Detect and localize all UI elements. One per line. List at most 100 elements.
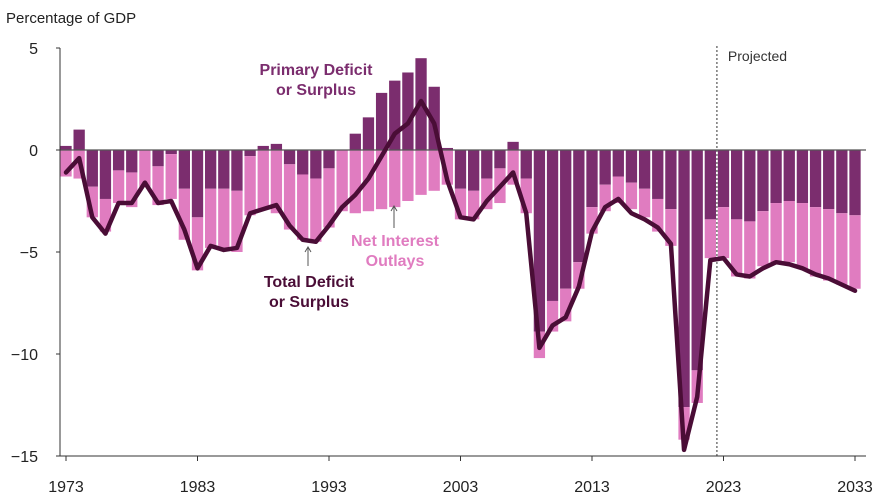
primary-deficit-bar (507, 142, 518, 150)
y-tick-label: −15 (11, 449, 38, 466)
net-interest-bar (205, 189, 216, 248)
net-interest-bar (415, 150, 426, 195)
primary-deficit-bar (468, 150, 479, 191)
primary-deficit-bar (744, 150, 755, 221)
primary-deficit-bar (258, 146, 269, 150)
primary-deficit-bar (560, 150, 571, 289)
primary-deficit-bar (784, 150, 795, 201)
primary-deficit-bar (271, 144, 282, 150)
net-interest-bar (810, 207, 821, 276)
primary-deficit-bar (87, 150, 98, 187)
primary-deficit-bar (126, 150, 137, 172)
primary-deficit-bar (573, 150, 584, 262)
net-interest-annotation-line: Net Interest (351, 233, 440, 250)
primary-deficit-bar (152, 150, 163, 166)
primary-deficit-bar (718, 150, 729, 207)
primary-deficit-bar (100, 150, 111, 199)
primary-deficit-bar (284, 150, 295, 164)
net-interest-bar (258, 150, 269, 209)
net-interest-bar (402, 150, 413, 201)
axes-layer: 50−5−10−151973 1983 1993 2003 2013 2023 2033Pr… (11, 41, 873, 496)
x-tick-label: 2033 (837, 479, 873, 496)
y-tick-label: −5 (20, 245, 38, 262)
primary-deficit-bar (402, 72, 413, 150)
y-tick-label: 5 (29, 41, 38, 58)
primary-deficit-bar (613, 150, 624, 177)
primary-deficit-bar (810, 150, 821, 207)
primary-deficit-bar (350, 134, 361, 150)
net-interest-bar (113, 170, 124, 203)
primary-deficit-bar (626, 150, 637, 183)
primary-deficit-bar (586, 150, 597, 207)
total-deficit-annotation: Total Deficit or Surplus (264, 274, 355, 311)
primary-deficit-bar (455, 150, 466, 189)
primary-deficit-bar (705, 150, 716, 219)
primary-deficit-annotation: Primary Deficit or Surplus (260, 62, 374, 99)
primary-deficit-bar (244, 150, 255, 156)
net-interest-bar (218, 189, 229, 250)
primary-deficit-bar (521, 150, 532, 179)
primary-deficit-bar (494, 150, 505, 168)
x-tick-label: 2013 (574, 479, 610, 496)
net-interest-bar (310, 179, 321, 242)
primary-deficit-bar (757, 150, 768, 211)
net-interest-annotation-line: Outlays (366, 253, 425, 270)
x-tick-label: 2023 (706, 479, 742, 496)
net-interest-bar (849, 215, 860, 288)
primary-deficit-bar (823, 150, 834, 209)
primary-deficit-bar (652, 150, 663, 199)
net-interest-bar (836, 213, 847, 284)
primary-deficit-bar (231, 150, 242, 191)
x-tick-label: 1973 (48, 479, 84, 496)
total-deficit-annotation-line: Total Deficit (264, 274, 355, 291)
primary-deficit-bar (836, 150, 847, 213)
primary-deficit-bar (481, 150, 492, 179)
primary-deficit-bar (363, 117, 374, 150)
primary-deficit-annotation-line: or Surplus (276, 82, 356, 99)
net-interest-annotation: Net Interest Outlays (351, 233, 440, 270)
net-interest-bar (166, 154, 177, 199)
net-interest-bar (770, 203, 781, 262)
primary-deficit-annotation-line: Primary Deficit (260, 62, 374, 79)
x-tick-label: 2003 (443, 479, 479, 496)
net-interest-bar (744, 221, 755, 278)
net-interest-bar (823, 209, 834, 280)
primary-deficit-bar (665, 150, 676, 209)
net-interest-bar (705, 219, 716, 258)
x-tick-label: 1983 (180, 479, 216, 496)
y-axis-title: Percentage of GDP (6, 10, 136, 27)
total-deficit-annotation-line: or Surplus (269, 294, 349, 311)
net-interest-bar (350, 150, 361, 213)
primary-deficit-bar (179, 150, 190, 189)
net-interest-bar (429, 150, 440, 191)
net-interest-bar (718, 207, 729, 258)
primary-deficit-bar (310, 150, 321, 179)
primary-deficit-bar (60, 146, 71, 150)
net-interest-bar (626, 183, 637, 210)
net-interest-bar (639, 189, 650, 218)
primary-deficit-bar (218, 150, 229, 189)
primary-deficit-bar (376, 93, 387, 150)
bars-layer (60, 58, 860, 439)
primary-deficit-bar (770, 150, 781, 203)
primary-deficit-bar (113, 150, 124, 170)
projected-label: Projected (728, 48, 787, 64)
primary-deficit-bar (731, 150, 742, 219)
primary-deficit-bar (297, 150, 308, 174)
primary-deficit-bar (323, 150, 334, 168)
primary-deficit-bar (849, 150, 860, 215)
primary-deficit-bar (639, 150, 650, 189)
net-interest-bar (757, 211, 768, 266)
net-interest-bar (389, 150, 400, 207)
primary-deficit-bar (797, 150, 808, 203)
net-interest-bar (297, 174, 308, 239)
net-interest-bar (797, 203, 808, 268)
primary-deficit-bar (192, 150, 203, 217)
primary-deficit-bar (600, 150, 611, 185)
primary-deficit-bar (166, 150, 177, 154)
primary-deficit-bar (205, 150, 216, 189)
net-interest-bar (784, 201, 795, 262)
net-interest-bar (244, 156, 255, 215)
